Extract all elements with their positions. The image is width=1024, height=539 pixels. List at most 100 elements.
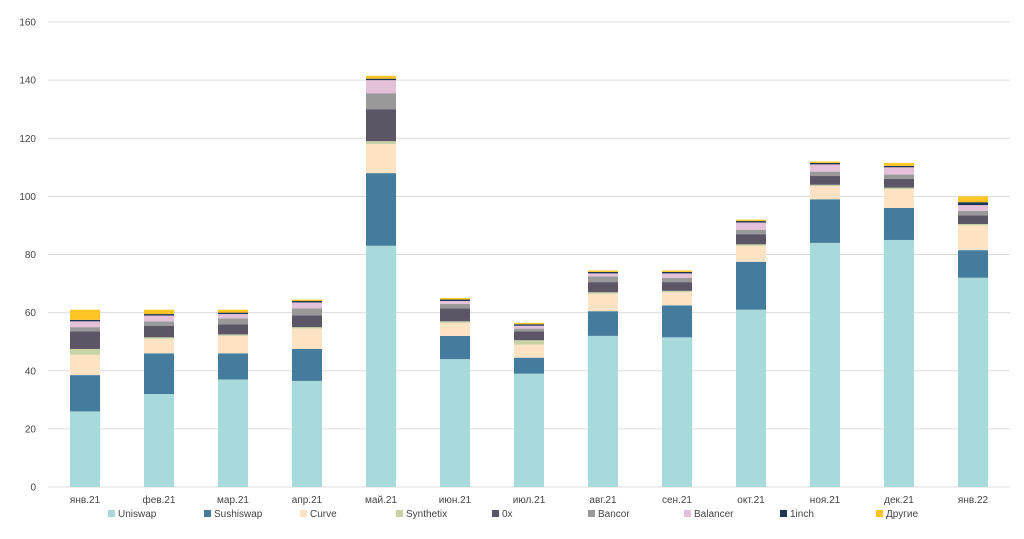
bar-segment xyxy=(810,184,840,187)
bar-segment xyxy=(514,328,544,332)
bar-segment xyxy=(218,353,248,380)
x-tick-label: янв.22 xyxy=(958,495,989,506)
bar-segment xyxy=(736,234,766,245)
bar-segment xyxy=(736,309,766,487)
bar-segment xyxy=(440,321,470,323)
bar-segment xyxy=(884,189,914,208)
x-tick-label: апр.21 xyxy=(292,495,323,506)
y-tick-label: 140 xyxy=(19,76,36,87)
bar-segment xyxy=(218,334,248,336)
bar-segment xyxy=(144,394,174,487)
bar-segment xyxy=(440,335,470,360)
y-tick-label: 40 xyxy=(25,366,37,377)
legend-label: Sushiswap xyxy=(214,509,263,520)
gridlines xyxy=(48,21,1010,488)
bar-segment xyxy=(144,309,174,315)
bar-segment xyxy=(514,340,544,345)
bar-segment xyxy=(292,301,322,303)
bar-segment xyxy=(440,303,470,309)
bar-segment xyxy=(884,167,914,175)
bar-segment xyxy=(588,335,618,487)
legend-item: 1inch xyxy=(780,509,814,520)
x-tick-label: окт.21 xyxy=(737,495,765,506)
bar-segment xyxy=(292,327,322,329)
bar-segment xyxy=(588,276,618,283)
bar-segment xyxy=(662,273,692,278)
x-axis: янв.21 фев.21 мар.21 апр.21 май.21 июн.21 июл.… xyxy=(70,494,989,506)
bar-segment xyxy=(292,348,322,381)
bar-segment xyxy=(662,282,692,291)
x-tick-label: фев.21 xyxy=(142,494,175,506)
bar-segment xyxy=(884,165,914,168)
bar-segment xyxy=(218,314,248,319)
x-tick-label: сен.21 xyxy=(662,495,692,506)
x-tick-label: мар.21 xyxy=(217,495,249,506)
bar-segment xyxy=(810,161,840,163)
bar-segment xyxy=(810,186,840,200)
bar-segment xyxy=(736,229,766,235)
bar-segment xyxy=(440,299,470,301)
bar-segment xyxy=(144,321,174,326)
bar-segment xyxy=(662,277,692,283)
y-tick-label: 60 xyxy=(25,308,37,319)
bar-segment xyxy=(736,245,766,262)
y-tick-label: 80 xyxy=(25,250,37,261)
bar-segment xyxy=(292,328,322,349)
bar-segment xyxy=(292,308,322,316)
bar-segment xyxy=(588,270,618,272)
bar-segment xyxy=(292,299,322,301)
bar-segment xyxy=(662,271,692,274)
bar-segment xyxy=(144,314,174,316)
x-tick-label: июл.21 xyxy=(513,495,546,506)
bar-segment xyxy=(218,309,248,313)
bar-segment xyxy=(736,244,766,246)
legend-swatch xyxy=(396,510,403,517)
bar-segment xyxy=(144,315,174,322)
bar-segment xyxy=(588,293,618,312)
bar-segment xyxy=(70,411,100,487)
bar-segment xyxy=(366,144,396,174)
bar-segment xyxy=(662,292,692,306)
bar-segment xyxy=(514,373,544,487)
bar-segment xyxy=(70,354,100,376)
bar-segment xyxy=(440,308,470,322)
bar-segment xyxy=(884,239,914,487)
bar-segment xyxy=(662,305,692,338)
bar-segment xyxy=(292,315,322,328)
bar-segment xyxy=(366,80,396,94)
bar-segment xyxy=(662,270,692,272)
bar-segment xyxy=(366,75,396,79)
legend-item: Curve xyxy=(300,509,337,520)
bar-segment xyxy=(736,222,766,230)
legend-label: 1inch xyxy=(790,509,814,520)
bar-segment xyxy=(440,322,470,336)
x-tick-label: ноя.21 xyxy=(810,495,841,506)
bar-segment xyxy=(366,93,396,110)
bar-segment xyxy=(810,164,840,172)
x-tick-label: авг.21 xyxy=(589,495,617,506)
y-tick-label: 160 xyxy=(19,18,36,29)
bar-segment xyxy=(958,250,988,278)
bar-segment xyxy=(662,337,692,487)
legend-item: 0x xyxy=(492,509,513,520)
bar-segment xyxy=(292,380,322,487)
bar-segment xyxy=(366,173,396,246)
bar-segment xyxy=(514,357,544,374)
legend-label: Curve xyxy=(310,509,337,520)
bar-segment xyxy=(588,282,618,293)
legend-item: Balancer xyxy=(684,509,734,520)
bar-segment xyxy=(810,242,840,487)
legend-label: Balancer xyxy=(694,509,734,520)
legend-label: Другие xyxy=(886,509,918,520)
bar-segment xyxy=(884,187,914,190)
bar-segment xyxy=(70,327,100,332)
bar-segment xyxy=(70,319,100,322)
legend-swatch xyxy=(780,510,787,517)
bar-segment xyxy=(958,215,988,224)
bar-segment xyxy=(440,301,470,304)
legend-swatch xyxy=(108,510,115,517)
bar-segment xyxy=(144,338,174,354)
legend-item: Sushiswap xyxy=(204,509,263,520)
bar-segment xyxy=(958,196,988,203)
